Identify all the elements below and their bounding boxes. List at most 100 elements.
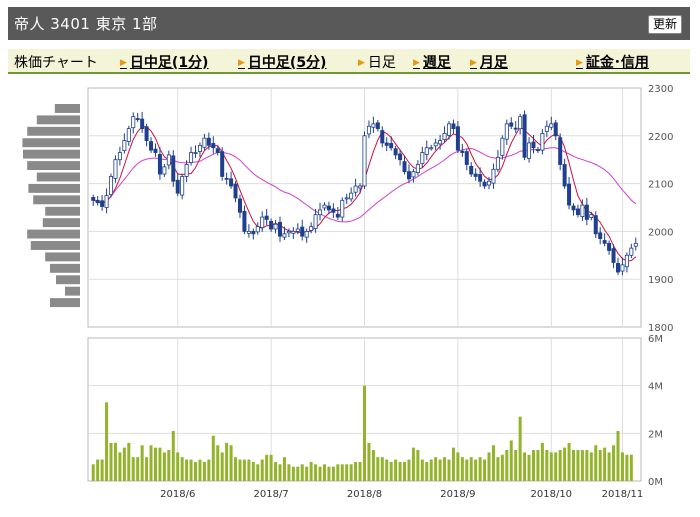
price-tick-label: 2000 bbox=[648, 227, 673, 238]
volume-bar bbox=[167, 450, 171, 481]
candle-body bbox=[166, 154, 171, 166]
candle-body bbox=[153, 148, 158, 153]
candle-body bbox=[611, 248, 616, 263]
candle-body bbox=[607, 242, 612, 251]
volume-bar bbox=[118, 452, 122, 481]
candle-body bbox=[135, 118, 140, 120]
volume-bar bbox=[403, 461, 407, 481]
price-profile-bar bbox=[42, 218, 80, 228]
volume-bar bbox=[616, 430, 620, 481]
candle-body bbox=[362, 135, 367, 187]
volume-bar bbox=[576, 450, 580, 481]
date-tick-label: 2018/8 bbox=[347, 489, 382, 500]
volume-bar bbox=[225, 442, 229, 481]
candle-body bbox=[233, 183, 238, 199]
candle-body bbox=[584, 204, 589, 220]
candle-body bbox=[140, 118, 145, 130]
candle-body bbox=[393, 148, 398, 156]
volume-tick-label: 0M bbox=[648, 477, 663, 488]
volume-bar bbox=[425, 461, 429, 481]
triangle-icon: ▶ bbox=[238, 58, 245, 68]
chart-tabs: 株価チャート ▶ 日中足(1分) ▶ 日中足(5分) ▶ 日足 ▶ 週足 ▶ 月足 ▶ 証金… bbox=[8, 49, 690, 74]
tab-intraday-1min[interactable]: ▶ 日中足(1分) bbox=[120, 55, 209, 71]
candle-body bbox=[624, 254, 629, 268]
price-tick-label: 1900 bbox=[648, 275, 673, 286]
candle-body bbox=[104, 195, 109, 208]
candle-body bbox=[633, 242, 638, 247]
candle-body bbox=[518, 116, 523, 130]
tab-margin-credit[interactable]: ▶ 証金･信用 bbox=[576, 55, 649, 71]
candle-body bbox=[540, 133, 545, 151]
volume-bar bbox=[260, 459, 264, 481]
triangle-icon: ▶ bbox=[576, 58, 583, 68]
candle-body bbox=[500, 137, 505, 156]
volume-bar bbox=[612, 445, 616, 481]
volume-bar bbox=[265, 454, 269, 481]
volume-bar bbox=[122, 447, 126, 481]
candle-body bbox=[264, 215, 269, 220]
volume-bar bbox=[371, 450, 375, 481]
candle-body bbox=[162, 166, 167, 175]
tab-weekly[interactable]: ▶ 週足 bbox=[413, 55, 451, 71]
price-profile-bar bbox=[36, 115, 80, 125]
candle-body bbox=[438, 140, 443, 145]
candle-body bbox=[237, 198, 242, 213]
candle-body bbox=[406, 171, 411, 180]
tab-daily: ▶ 日足 bbox=[358, 55, 396, 71]
volume-bar bbox=[589, 452, 593, 481]
candle-body bbox=[278, 221, 283, 237]
volume-bar bbox=[202, 461, 206, 481]
candle-body bbox=[286, 230, 291, 234]
candle-body bbox=[620, 264, 625, 272]
volume-bar bbox=[296, 466, 300, 481]
volume-bar bbox=[105, 402, 109, 481]
volume-bar bbox=[563, 447, 567, 481]
price-profile-bar bbox=[28, 183, 80, 193]
volume-bar bbox=[336, 464, 340, 481]
volume-bar bbox=[309, 461, 313, 481]
volume-bar bbox=[149, 445, 153, 481]
volume-bar bbox=[469, 457, 473, 481]
triangle-icon: ▶ bbox=[470, 58, 477, 68]
price-profile-bar bbox=[45, 252, 80, 262]
volume-bar bbox=[278, 464, 282, 481]
volume-bar bbox=[363, 385, 366, 481]
candle-body bbox=[109, 176, 114, 195]
candle-body bbox=[424, 147, 429, 155]
candle-body bbox=[189, 152, 194, 163]
candle-body bbox=[215, 148, 220, 153]
date-tick-label: 2018/7 bbox=[254, 489, 289, 500]
candle-body bbox=[157, 154, 162, 175]
volume-bar bbox=[554, 452, 558, 481]
candle-body bbox=[527, 142, 532, 159]
volume-bar bbox=[607, 452, 611, 481]
volume-bar bbox=[625, 454, 629, 481]
volume-bar bbox=[96, 459, 100, 481]
price-profile-bar bbox=[27, 161, 80, 171]
price-profile-bar bbox=[45, 206, 80, 216]
candle-body bbox=[220, 151, 225, 177]
volume-bar bbox=[127, 442, 131, 481]
candle-body bbox=[113, 159, 118, 179]
volume-bar bbox=[496, 457, 500, 481]
candle-body bbox=[171, 155, 176, 182]
volume-bar bbox=[505, 450, 509, 481]
candle-body bbox=[335, 213, 340, 218]
candle-body bbox=[100, 200, 105, 207]
candle-body bbox=[175, 179, 180, 194]
candle-body bbox=[602, 240, 607, 244]
tab-intraday-5min[interactable]: ▶ 日中足(5分) bbox=[238, 55, 327, 71]
candle-body bbox=[122, 140, 127, 152]
candle-body bbox=[131, 116, 136, 129]
volume-bar bbox=[287, 464, 291, 481]
tab-monthly[interactable]: ▶ 月足 bbox=[470, 55, 508, 71]
refresh-button[interactable]: 更新 bbox=[647, 15, 682, 34]
volume-bar bbox=[238, 459, 242, 481]
volume-bar bbox=[345, 464, 349, 481]
volume-bar bbox=[558, 450, 562, 481]
candle-body bbox=[513, 127, 518, 130]
candle-body bbox=[549, 123, 554, 128]
volume-bar bbox=[376, 457, 380, 481]
volume-bar bbox=[367, 442, 371, 481]
volume-bar bbox=[447, 459, 451, 481]
